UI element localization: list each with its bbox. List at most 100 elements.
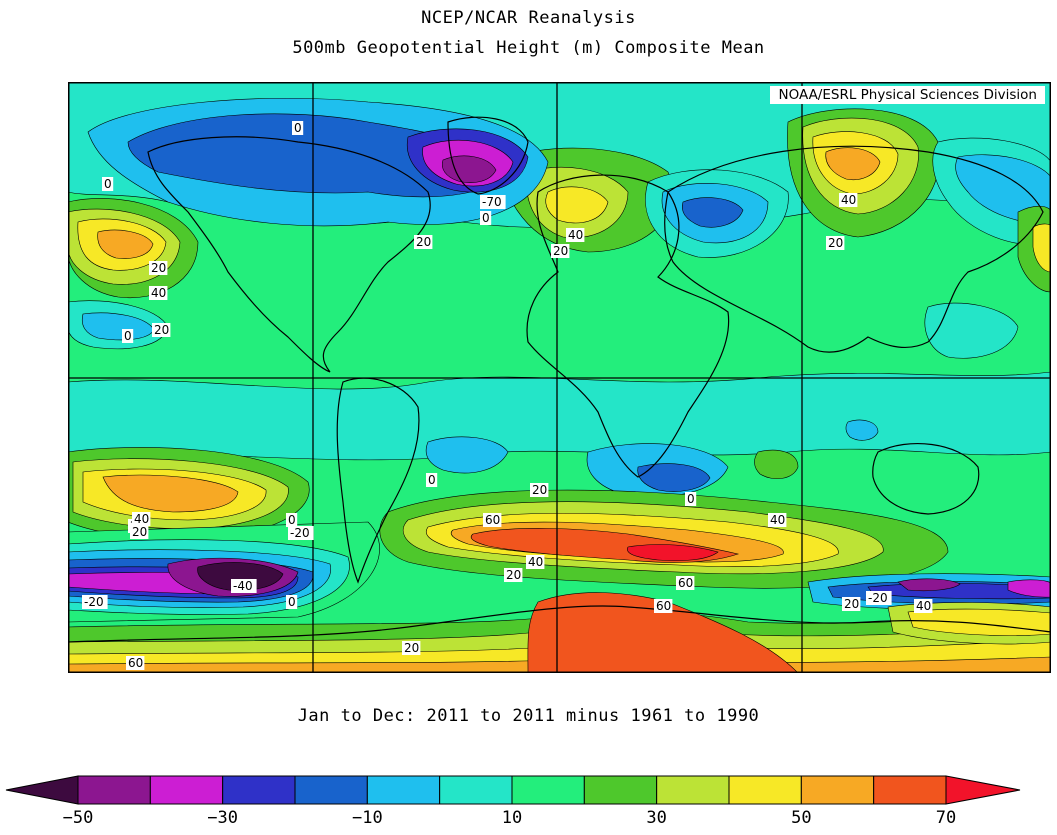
- coastlines: [68, 116, 1051, 643]
- svg-text:60: 60: [656, 599, 671, 613]
- svg-text:0: 0: [288, 513, 296, 527]
- contour-region: [81, 312, 155, 341]
- svg-text:20: 20: [416, 235, 431, 249]
- colorbar-tick-label: 10: [501, 808, 523, 828]
- contour-label: 60: [126, 656, 145, 670]
- svg-text:20: 20: [532, 483, 547, 497]
- contour-label: 0: [122, 329, 134, 343]
- svg-text:40: 40: [134, 512, 149, 526]
- contour-label: 20: [152, 323, 171, 337]
- europe-africa-outline: [526, 174, 730, 478]
- contour-region: [441, 155, 497, 183]
- contour-label: 20: [504, 568, 523, 582]
- colorbar-swatch: [511, 775, 585, 805]
- credit-label: NOAA/ESRL Physical Sciences Division: [770, 86, 1045, 104]
- colorbar-tick-label: −50: [62, 808, 94, 828]
- contour-label: -20: [866, 591, 892, 605]
- contour-region: [1007, 579, 1051, 598]
- contour-label: 20: [402, 641, 421, 655]
- colorbar-swatch: [656, 775, 730, 805]
- contour-label: 0: [426, 473, 438, 487]
- colorbar-swatch: [149, 775, 224, 805]
- map-title: NCEP/NCAR Reanalysis: [421, 8, 636, 28]
- svg-text:20: 20: [132, 525, 147, 539]
- contour-label: 0: [292, 121, 304, 135]
- map-border: [68, 82, 1051, 673]
- colorbar: [5, 775, 1021, 805]
- svg-text:40: 40: [770, 513, 785, 527]
- contour-region: [197, 562, 284, 591]
- contour-label: 20: [551, 244, 570, 258]
- svg-text:0: 0: [124, 329, 132, 343]
- svg-text:20: 20: [828, 236, 843, 250]
- greenland-outline: [447, 116, 529, 195]
- map-subtitle: 500mb Geopotential Height (m) Composite …: [292, 38, 765, 58]
- contour-labels: 00-70020402040200402020002060404020-2002…: [82, 121, 933, 670]
- contour-label: 60: [654, 599, 673, 613]
- svg-text:-70: -70: [482, 195, 502, 209]
- antarctica-outline: [68, 605, 1051, 643]
- south-america-outline: [336, 377, 420, 584]
- colorbar-swatch: [222, 775, 296, 805]
- contour-label: -70: [480, 195, 506, 209]
- contour-label: 60: [483, 513, 502, 527]
- contour-label: 20: [414, 235, 433, 249]
- svg-text:40: 40: [528, 555, 543, 569]
- svg-text:0: 0: [104, 177, 112, 191]
- contour-region: [845, 419, 879, 441]
- contour-label: 20: [149, 261, 168, 275]
- svg-text:40: 40: [151, 286, 166, 300]
- svg-text:20: 20: [151, 261, 166, 275]
- contour-region: [907, 608, 1051, 636]
- contour-region: [924, 302, 1019, 359]
- svg-text:60: 60: [485, 513, 500, 527]
- contour-region: [1032, 223, 1051, 273]
- colorbar-tick-label: −10: [351, 808, 383, 828]
- contour-label: 20: [842, 597, 861, 611]
- svg-text:20: 20: [844, 597, 859, 611]
- contour-label: -40: [231, 579, 257, 593]
- asia-outline: [664, 145, 1044, 353]
- svg-text:20: 20: [506, 568, 521, 582]
- map-canvas: 00-70020402040200402020002060404020-2002…: [68, 82, 1051, 673]
- lat-lon-grid: [68, 82, 1051, 673]
- colorbar-swatch: [294, 775, 368, 805]
- contour-label: -20: [288, 526, 314, 540]
- svg-text:20: 20: [154, 323, 169, 337]
- colorbar-swatch: [77, 775, 151, 805]
- contour-region: [425, 436, 509, 474]
- colorbar-tick-label: 50: [791, 808, 812, 828]
- contour-label: 0: [102, 177, 114, 191]
- contour-region: [527, 592, 799, 673]
- contour-label: 20: [530, 483, 549, 497]
- contour-label: 0: [685, 492, 697, 506]
- colorbar-swatch: [583, 775, 658, 805]
- colorbar-tick-label: 30: [646, 808, 667, 828]
- contour-region: [102, 474, 239, 513]
- north-america-outline: [147, 136, 431, 373]
- contour-region: [681, 197, 744, 228]
- svg-text:20: 20: [553, 244, 568, 258]
- svg-text:0: 0: [482, 211, 490, 225]
- colorbar-swatch: [873, 775, 947, 805]
- colorbar-swatch: [439, 775, 513, 805]
- contour-label: 40: [768, 513, 787, 527]
- contour-label: 40: [149, 286, 168, 300]
- contour-label: 60: [676, 576, 695, 590]
- svg-text:-20: -20: [868, 591, 888, 605]
- contour-label: 20: [130, 525, 149, 539]
- date-range-caption: Jan to Dec: 2011 to 2011 minus 1961 to 1…: [297, 706, 760, 726]
- svg-text:40: 40: [568, 228, 583, 242]
- svg-text:0: 0: [428, 473, 436, 487]
- svg-text:-20: -20: [84, 595, 104, 609]
- colorbar-tick-label: 70: [935, 808, 957, 828]
- contour-label: 40: [526, 555, 545, 569]
- contour-label: 40: [914, 599, 933, 613]
- contour-region: [754, 449, 799, 480]
- svg-text:40: 40: [916, 599, 931, 613]
- svg-text:20: 20: [404, 641, 419, 655]
- svg-text:40: 40: [841, 193, 856, 207]
- contour-region: [627, 544, 719, 562]
- contour-region: [68, 371, 1051, 461]
- contour-label: -20: [82, 595, 108, 609]
